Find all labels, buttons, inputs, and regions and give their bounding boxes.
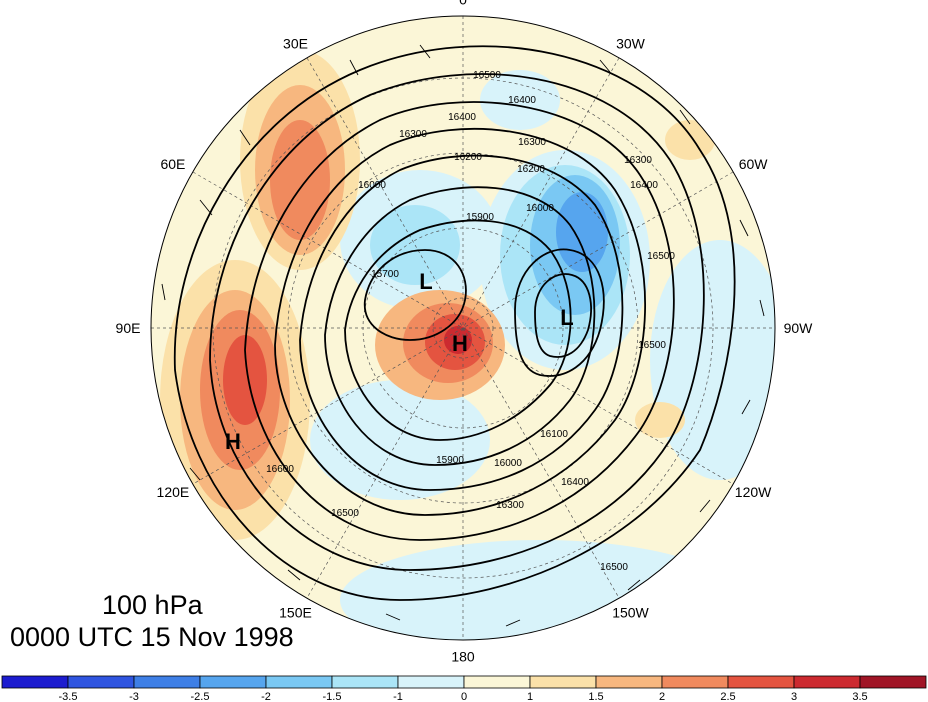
contour-label: 16600: [266, 464, 294, 475]
contour-labels: 16500 16400 16400 16300 16200 16000 15900 15700…: [266, 70, 675, 573]
colorbar-bin: [859, 675, 927, 689]
contour-label: 16300: [399, 129, 427, 140]
colorbar-label: -2.5: [191, 691, 210, 702]
contour-label: 16300: [624, 155, 652, 166]
graticule: [151, 16, 775, 640]
lon-label-150w: 150W: [612, 604, 649, 620]
pressure-system-markers: H L L H: [225, 269, 574, 454]
colorbar-label: 3: [791, 691, 797, 702]
lon-label-90w: 90W: [784, 320, 814, 336]
longitude-labels: 0 30W 60W 90W 120W 150W 180 150E 120E 90E 60E 30E: [116, 0, 814, 664]
colorbar-label: -3: [129, 691, 139, 702]
low-marker: L: [419, 269, 432, 294]
contour-label: 16500: [473, 70, 501, 81]
colorbar-bin: [1, 675, 69, 689]
low-marker: L: [560, 305, 573, 330]
lon-label-30e: 30E: [283, 36, 308, 52]
contour-label: 16500: [638, 340, 666, 351]
colorbar-bin: [331, 675, 399, 689]
map-boundary: [150, 15, 776, 641]
contour-label: 16200: [454, 152, 482, 163]
contour-label: 15900: [466, 212, 494, 223]
colorbar-label: -3.5: [59, 691, 78, 702]
contour-label: 16100: [540, 429, 568, 440]
colorbar-label: -1.5: [323, 691, 342, 702]
colorbar-label: -1: [393, 691, 403, 702]
contour-label: 16500: [331, 508, 359, 519]
colorbar-bin: [595, 675, 663, 689]
colorbar-bin: [529, 675, 597, 689]
contour-label: 16300: [518, 137, 546, 148]
lon-label-120e: 120E: [157, 484, 190, 500]
wind-barbs: [161, 44, 765, 627]
colorbar-label: 3.5: [852, 691, 867, 702]
colorbar-label: 1: [527, 691, 533, 702]
contour-label: 16500: [600, 562, 628, 573]
contour-label: 16400: [448, 112, 476, 123]
valid-time: 0000 UTC 15 Nov 1998: [10, 622, 294, 652]
lon-label-120w: 120W: [735, 484, 772, 500]
colorbar-label: -2: [261, 691, 271, 702]
contour-label: 16200: [517, 164, 545, 175]
colorbar-bin: [265, 675, 333, 689]
colorbar-bin: [199, 675, 267, 689]
colorbar-label: 0: [461, 691, 467, 702]
contour-label: 16000: [358, 180, 386, 191]
lon-label-30w: 30W: [616, 36, 646, 52]
contour-label: 16300: [496, 500, 524, 511]
high-marker: H: [225, 429, 241, 454]
contour-label: 16400: [508, 95, 536, 106]
height-contours: [173, 45, 736, 601]
lon-label-60e: 60E: [160, 156, 185, 172]
contour-label: 16000: [526, 203, 554, 214]
colorbar-bin: [67, 675, 135, 689]
contour-label: 15700: [371, 269, 399, 280]
contour-label: 16400: [630, 180, 658, 191]
lon-label-60w: 60W: [739, 156, 769, 172]
colorbar-bin: [133, 675, 201, 689]
lon-label-180: 180: [451, 648, 475, 664]
lon-label-90e: 90E: [116, 320, 141, 336]
colorbar-bin: [661, 675, 729, 689]
colorbar: -3.5 -3 -2.5 -2 -1.5 -1 0 1 1.5 2 2.5 3 3.5: [1, 675, 927, 702]
contour-label: 16000: [494, 458, 522, 469]
pressure-level: 100 hPa: [102, 590, 203, 620]
colorbar-bin: [463, 675, 531, 689]
colorbar-label: 2.5: [720, 691, 735, 702]
contour-label: 16500: [647, 251, 675, 262]
colorbar-label: 2: [659, 691, 665, 702]
lon-label-150e: 150E: [279, 604, 312, 620]
colorbar-bin: [793, 675, 861, 689]
contour-label: 16400: [561, 477, 589, 488]
colorbar-bin: [397, 675, 465, 689]
colorbar-label: 1.5: [588, 691, 603, 702]
high-marker: H: [452, 331, 468, 356]
contour-label: 15900: [436, 455, 464, 466]
lon-label-0: 0: [459, 0, 467, 8]
colorbar-bin: [727, 675, 795, 689]
